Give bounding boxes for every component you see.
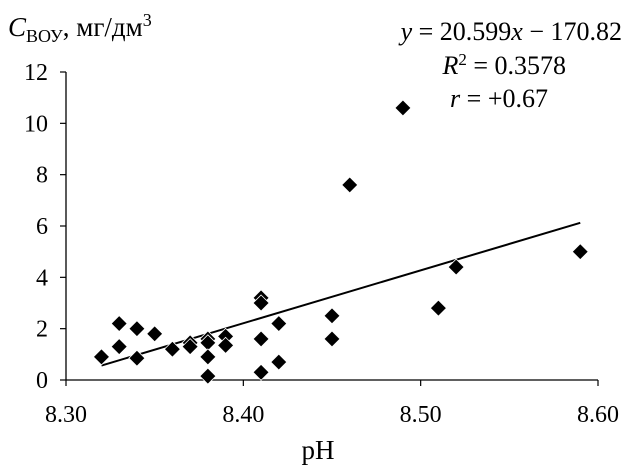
x-axis-title: pH: [302, 435, 335, 465]
equation-rest: = 20.599: [412, 17, 511, 46]
y-axis-symbol: C: [8, 12, 27, 42]
data-point: [429, 299, 447, 317]
y-ticks: 0 2 4 6 8 10 12: [24, 60, 66, 394]
r-symbol: r: [450, 84, 461, 113]
equation-y: y: [398, 17, 413, 46]
equation-tail: − 170.82: [523, 17, 622, 46]
y-tick-label: 12: [24, 60, 48, 86]
y-tick-label: 10: [24, 111, 48, 137]
data-point: [447, 258, 465, 276]
data-point: [217, 336, 235, 354]
data-point: [146, 325, 164, 343]
y-axis-units: , мг/дм: [63, 12, 143, 42]
data-point: [270, 314, 288, 333]
equation-x: x: [510, 17, 523, 46]
regression-equation: y = 20.599x − 170.82: [398, 17, 622, 46]
data-point: [128, 349, 146, 367]
data-point: [270, 353, 288, 371]
data-point: [163, 340, 181, 358]
data-point: [110, 338, 128, 356]
r2-value: = 0.3578: [467, 51, 566, 80]
data-point: [252, 330, 270, 348]
trendline: [101, 221, 581, 367]
y-axis-title: CВОУ, мг/дм3: [8, 10, 152, 46]
r-squared-annotation: R2 = 0.3578: [441, 50, 566, 80]
data-point: [199, 348, 217, 366]
trendline-layer: [101, 221, 581, 367]
data-point: [323, 307, 341, 325]
y-axis-exponent: 3: [143, 10, 152, 30]
data-point: [571, 243, 589, 261]
data-point: [110, 314, 128, 333]
x-ticks: 8.30 8.40 8.50 8.60: [45, 380, 619, 428]
r2-exponent: 2: [458, 50, 467, 69]
x-tick-label: 8.30: [45, 402, 87, 428]
data-point: [252, 363, 270, 381]
data-point: [394, 99, 412, 117]
y-tick-label: 6: [36, 214, 48, 240]
data-point: [92, 348, 111, 366]
data-point: [199, 367, 217, 385]
r-value: = +0.67: [460, 84, 548, 113]
data-point: [341, 176, 359, 194]
data-point: [252, 294, 270, 312]
x-tick-label: 8.40: [222, 402, 264, 428]
r-annotation: r = +0.67: [450, 84, 548, 113]
y-axis-subscript: ВОУ: [26, 26, 63, 46]
points-layer: [92, 99, 589, 385]
data-point: [181, 338, 199, 356]
y-tick-label: 4: [36, 265, 48, 291]
y-tick-label: 0: [36, 368, 48, 394]
y-tick-label: 2: [36, 317, 48, 343]
y-tick-label: 8: [36, 163, 48, 189]
x-tick-label: 8.60: [577, 402, 619, 428]
data-point: [323, 330, 341, 348]
r2-symbol: R: [441, 51, 458, 80]
data-point: [128, 320, 146, 338]
x-tick-label: 8.50: [400, 402, 442, 428]
